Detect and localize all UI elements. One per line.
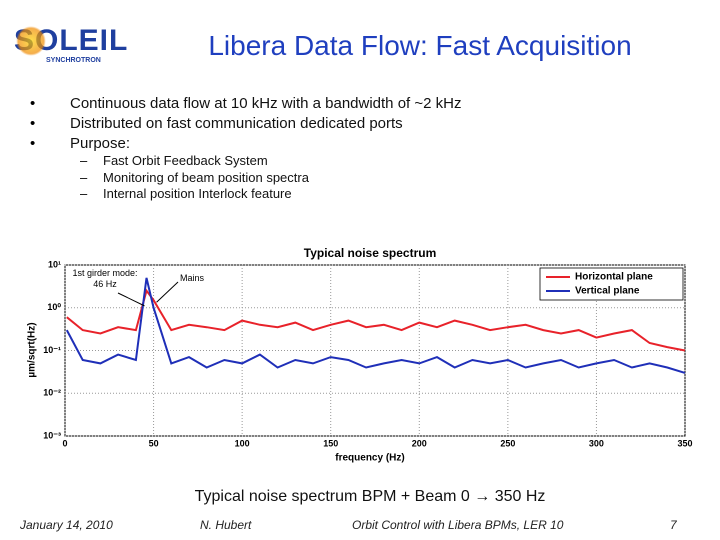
- bullet-marker: •: [30, 115, 36, 132]
- annotation-arrow: [117, 292, 145, 307]
- caption: Typical noise spectrum BPM + Beam 0 → 35…: [194, 488, 546, 505]
- sub-bullet-marker: –: [80, 170, 88, 185]
- footer-event: Orbit Control with Libera BPMs, LER 10: [352, 518, 564, 532]
- x-tick-label: 300: [589, 438, 604, 448]
- x-tick-label: 100: [235, 438, 250, 448]
- series-line: [65, 277, 686, 374]
- legend-box: [539, 267, 684, 301]
- footer-date: January 14, 2010: [20, 518, 113, 532]
- page-number: 7: [670, 518, 677, 532]
- x-tick-label: 250: [500, 438, 515, 448]
- x-tick-label: 0: [62, 438, 67, 448]
- sub-bullet: Internal position Interlock feature: [103, 186, 292, 201]
- sub-bullet: Monitoring of beam position spectra: [103, 170, 309, 185]
- bullet-marker: •: [30, 95, 36, 112]
- x-tick-label: 200: [412, 438, 427, 448]
- legend-label: Vertical plane: [575, 286, 640, 297]
- y-tick-label: 10⁻¹: [43, 345, 61, 355]
- annotation: Mains: [180, 273, 205, 283]
- bullet-marker: •: [30, 135, 36, 152]
- slide-title: Libera Data Flow: Fast Acquisition: [208, 30, 632, 61]
- x-tick-label: 350: [677, 438, 692, 448]
- y-axis-label: µm/sqrt(Hz): [27, 322, 38, 377]
- annotation-arrow: [156, 281, 179, 303]
- bullet: Purpose:: [70, 135, 131, 152]
- sub-bullet-marker: –: [80, 153, 88, 168]
- footer-author: N. Hubert: [200, 518, 252, 532]
- legend-label: Horizontal plane: [575, 272, 653, 283]
- sub-bullet-marker: –: [80, 186, 88, 201]
- x-tick-label: 50: [149, 438, 159, 448]
- logo-subtitle: SYNCHROTRON: [46, 57, 101, 64]
- y-tick-label: 10¹: [48, 259, 61, 269]
- y-tick-label: 10⁻²: [43, 388, 61, 398]
- y-tick-label: 10⁻³: [43, 430, 61, 440]
- bullet: Continuous data flow at 10 kHz with a ba…: [70, 95, 462, 112]
- chart: Typical noise spectrum frequency (Hz) µm…: [27, 246, 693, 464]
- sub-bullet: Fast Orbit Feedback System: [103, 153, 268, 168]
- x-tick-label: 150: [323, 438, 338, 448]
- chart-title: Typical noise spectrum: [304, 246, 437, 260]
- series-line: [66, 288, 686, 352]
- annotation: 1st girder mode: 46 Hz: [72, 268, 138, 289]
- logo-sun: [16, 26, 46, 56]
- y-tick-label: 10⁰: [47, 302, 61, 312]
- bullet: Distributed on fast communication dedica…: [70, 115, 403, 132]
- x-axis-label: frequency (Hz): [335, 453, 404, 464]
